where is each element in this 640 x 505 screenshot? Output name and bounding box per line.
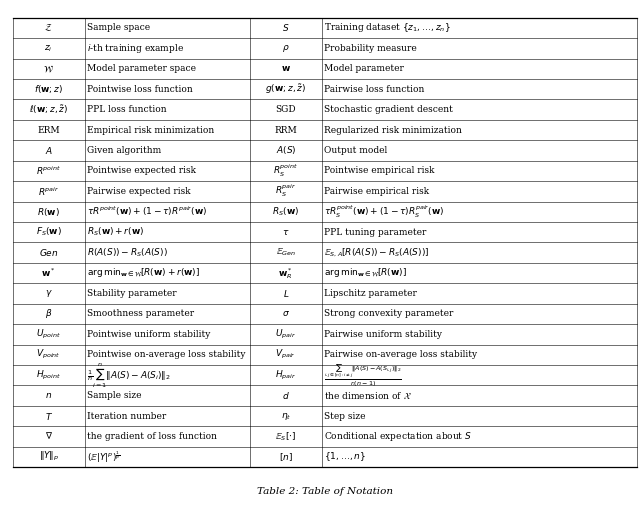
Text: Given algorithm: Given algorithm (87, 146, 161, 155)
Text: $\mathrm{arg\,min}_{\mathbf{w}\in\mathcal{W}}[R(\mathbf{w})]$: $\mathrm{arg\,min}_{\mathbf{w}\in\mathca… (324, 267, 407, 279)
Text: $\ell(\mathbf{w};z,\tilde{z})$: $\ell(\mathbf{w};z,\tilde{z})$ (29, 103, 68, 116)
Text: Pairwise uniform stability: Pairwise uniform stability (324, 330, 442, 339)
Text: $n$: $n$ (45, 391, 52, 400)
Text: $\frac{\sum_{i,j\in[n]:i\neq j}\|A(S)-A(S_{i,j})\|_2}{n(n-1)}$: $\frac{\sum_{i,j\in[n]:i\neq j}\|A(S)-A(… (324, 362, 402, 389)
Text: Pairwise empirical risk: Pairwise empirical risk (324, 187, 429, 196)
Text: PPL tuning parameter: PPL tuning parameter (324, 228, 427, 237)
Text: $\mathbf{w}^*$: $\mathbf{w}^*$ (42, 267, 56, 279)
Text: $\mathbb{E}_S[\cdot]$: $\mathbb{E}_S[\cdot]$ (275, 430, 296, 443)
Text: Table 2: Table of Notation: Table 2: Table of Notation (257, 487, 393, 496)
Text: $H_{pair}$: $H_{pair}$ (275, 369, 296, 382)
Text: RRM: RRM (275, 126, 297, 134)
Text: $\mathbf{w}_R^*$: $\mathbf{w}_R^*$ (278, 266, 293, 280)
Text: the gradient of loss function: the gradient of loss function (87, 432, 217, 441)
Text: $\rho$: $\rho$ (282, 43, 290, 54)
Text: $R_S^{point}$: $R_S^{point}$ (273, 163, 298, 179)
Text: Sample space: Sample space (87, 23, 150, 32)
Text: Pointwise expected risk: Pointwise expected risk (87, 166, 196, 175)
Text: $R^{point}$: $R^{point}$ (36, 165, 61, 177)
Text: $d$: $d$ (282, 390, 290, 401)
Text: the dimension of $\mathcal{X}$: the dimension of $\mathcal{X}$ (324, 390, 412, 401)
Text: $g(\mathbf{w};z,\tilde{z})$: $g(\mathbf{w};z,\tilde{z})$ (265, 82, 307, 96)
Text: Regularized risk minimization: Regularized risk minimization (324, 126, 462, 134)
Text: $A$: $A$ (45, 145, 52, 156)
Text: Model parameter space: Model parameter space (87, 64, 196, 73)
Text: $V_{point}$: $V_{point}$ (36, 348, 61, 361)
Text: $\sigma$: $\sigma$ (282, 310, 290, 319)
Text: PPL loss function: PPL loss function (87, 105, 167, 114)
Text: Strong convexity parameter: Strong convexity parameter (324, 310, 454, 319)
Text: $\mathcal{W}$: $\mathcal{W}$ (43, 63, 54, 74)
Text: Lipschitz parameter: Lipschitz parameter (324, 289, 417, 298)
Text: $\{1,\ldots,n\}$: $\{1,\ldots,n\}$ (324, 450, 366, 463)
Text: Pairwise on-average loss stability: Pairwise on-average loss stability (324, 350, 477, 359)
Text: $\nabla$: $\nabla$ (45, 431, 52, 442)
Text: $(\mathbb{E}|Y|^p)^{\frac{1}{p}}$: $(\mathbb{E}|Y|^p)^{\frac{1}{p}}$ (87, 449, 121, 465)
Text: Pointwise on-average loss stability: Pointwise on-average loss stability (87, 350, 246, 359)
Text: $Gen$: $Gen$ (39, 247, 58, 258)
Text: Output model: Output model (324, 146, 387, 155)
Text: $V_{pair}$: $V_{pair}$ (275, 348, 296, 361)
Text: $\mathcal{Z}$: $\mathcal{Z}$ (44, 22, 53, 33)
Text: $R(A(S))-R_S(A(S))$: $R(A(S))-R_S(A(S))$ (87, 246, 168, 259)
Text: Step size: Step size (324, 412, 365, 421)
Text: $U_{pair}$: $U_{pair}$ (275, 328, 296, 341)
Text: Sample size: Sample size (87, 391, 141, 400)
Text: Stochastic gradient descent: Stochastic gradient descent (324, 105, 453, 114)
Text: $i$-th training example: $i$-th training example (87, 42, 184, 55)
Text: $\mathrm{arg\,min}_{\mathbf{w}\in\mathcal{W}}[R(\mathbf{w})+r(\mathbf{w})]$: $\mathrm{arg\,min}_{\mathbf{w}\in\mathca… (87, 267, 200, 279)
Text: $U_{point}$: $U_{point}$ (36, 328, 61, 341)
Text: $R(\mathbf{w})$: $R(\mathbf{w})$ (37, 206, 60, 218)
Text: Probability measure: Probability measure (324, 44, 417, 53)
Text: Stability parameter: Stability parameter (87, 289, 177, 298)
Text: $F_S(\mathbf{w})$: $F_S(\mathbf{w})$ (36, 226, 61, 238)
Text: SGD: SGD (275, 105, 296, 114)
Text: ERM: ERM (37, 126, 60, 134)
Text: $[n]$: $[n]$ (279, 451, 292, 463)
Text: $\tau$: $\tau$ (282, 228, 289, 237)
Text: $\beta$: $\beta$ (45, 308, 52, 320)
Text: $\mathbb{E}_{S,A}[R(A(S))-R_S(A(S))]$: $\mathbb{E}_{S,A}[R(A(S))-R_S(A(S))]$ (324, 246, 429, 259)
Text: $\|Y\|_p$: $\|Y\|_p$ (38, 450, 59, 464)
Text: $R_S(\mathbf{w})+r(\mathbf{w})$: $R_S(\mathbf{w})+r(\mathbf{w})$ (87, 226, 144, 238)
Text: Smoothness parameter: Smoothness parameter (87, 310, 195, 319)
Text: Empirical risk minimization: Empirical risk minimization (87, 126, 214, 134)
Text: $\mathbf{w}$: $\mathbf{w}$ (281, 64, 291, 73)
Text: $\frac{1}{n}\sum_{i=1}^{n}\|A(S)-A(S_i)\|_2$: $\frac{1}{n}\sum_{i=1}^{n}\|A(S)-A(S_i)\… (87, 361, 171, 389)
Text: Training dataset $\{z_1,\ldots,z_n\}$: Training dataset $\{z_1,\ldots,z_n\}$ (324, 21, 451, 34)
Text: $\tau R^{point}(\mathbf{w})+(1-\tau)R^{pair}(\mathbf{w})$: $\tau R^{point}(\mathbf{w})+(1-\tau)R^{p… (87, 205, 207, 219)
Text: $\mathbb{E}_{Gen}$: $\mathbb{E}_{Gen}$ (276, 247, 296, 259)
Text: Pointwise uniform stability: Pointwise uniform stability (87, 330, 211, 339)
Text: $H_{point}$: $H_{point}$ (36, 369, 61, 382)
Text: Model parameter: Model parameter (324, 64, 404, 73)
Text: $R^{pair}$: $R^{pair}$ (38, 185, 60, 197)
Text: Iteration number: Iteration number (87, 412, 166, 421)
Text: Pointwise loss function: Pointwise loss function (87, 85, 193, 94)
Text: $R_S(\mathbf{w})$: $R_S(\mathbf{w})$ (272, 206, 300, 218)
Text: $T$: $T$ (45, 411, 52, 422)
Text: $\tau R_S^{point}(\mathbf{w})+(1-\tau)R_S^{pair}(\mathbf{w})$: $\tau R_S^{point}(\mathbf{w})+(1-\tau)R_… (324, 204, 444, 220)
Text: $\gamma$: $\gamma$ (45, 288, 52, 299)
Text: Pointwise empirical risk: Pointwise empirical risk (324, 166, 435, 175)
Text: $R_S^{pair}$: $R_S^{pair}$ (275, 183, 296, 199)
Text: Conditional expectation about $S$: Conditional expectation about $S$ (324, 430, 472, 443)
Text: $L$: $L$ (283, 288, 289, 299)
Text: $z_i$: $z_i$ (44, 43, 53, 54)
Text: $\eta_t$: $\eta_t$ (280, 411, 291, 422)
Text: $A(S)$: $A(S)$ (275, 144, 296, 157)
Text: $f(\mathbf{w};z)$: $f(\mathbf{w};z)$ (34, 83, 63, 95)
Text: Pairwise expected risk: Pairwise expected risk (87, 187, 191, 196)
Text: Pairwise loss function: Pairwise loss function (324, 85, 424, 94)
Text: $S$: $S$ (282, 22, 289, 33)
